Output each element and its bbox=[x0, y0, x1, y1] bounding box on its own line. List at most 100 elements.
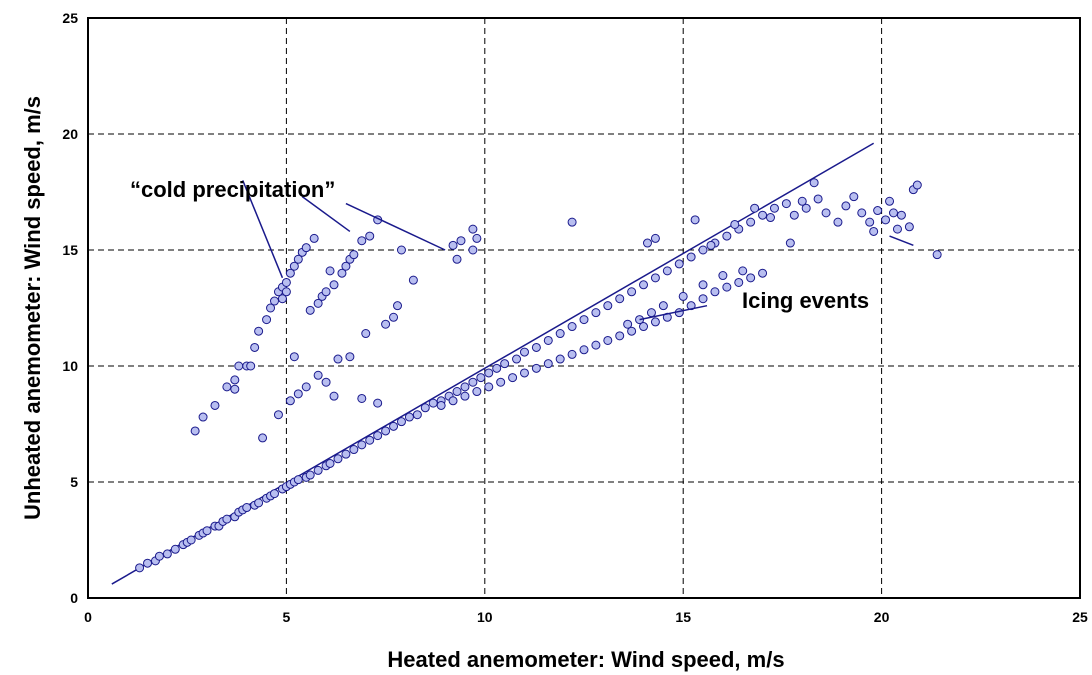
scatter-point bbox=[325, 266, 335, 276]
scatter-point bbox=[484, 368, 494, 378]
scatter-point bbox=[857, 208, 867, 218]
scatter-point bbox=[289, 261, 299, 271]
scatter-point bbox=[567, 322, 577, 332]
scatter-point bbox=[662, 266, 672, 276]
scatter-point bbox=[496, 377, 506, 387]
scatter-point bbox=[190, 426, 200, 436]
scatter-point bbox=[468, 224, 478, 234]
scatter-point bbox=[750, 203, 760, 213]
scatter-point bbox=[615, 331, 625, 341]
scatter-point bbox=[289, 352, 299, 362]
y-axis-title: Unheated anemometer: Wind speed, m/s bbox=[20, 96, 45, 520]
scatter-point bbox=[650, 317, 660, 327]
scatter-point bbox=[639, 280, 649, 290]
scatter-point bbox=[277, 294, 287, 304]
scatter-point bbox=[428, 398, 438, 408]
scatter-point bbox=[468, 377, 478, 387]
scatter-point bbox=[266, 303, 276, 313]
scatter-point bbox=[722, 282, 732, 292]
scatter-point bbox=[603, 301, 613, 311]
scatter-point bbox=[408, 275, 418, 285]
scatter-point bbox=[250, 342, 260, 352]
scatter-point bbox=[472, 387, 482, 397]
scatter-point bbox=[543, 359, 553, 369]
scatter-point bbox=[321, 377, 331, 387]
annotation-leader-line bbox=[889, 235, 914, 247]
scatter-point bbox=[746, 217, 756, 227]
scatter-point bbox=[202, 526, 212, 536]
scatter-point bbox=[543, 335, 553, 345]
scatter-point bbox=[686, 252, 696, 262]
scatter-point bbox=[912, 180, 922, 190]
scatter-point bbox=[555, 354, 565, 364]
scatter-point bbox=[650, 273, 660, 283]
scatter-point bbox=[313, 465, 323, 475]
scatter-point bbox=[627, 326, 637, 336]
scatter-point bbox=[789, 210, 799, 220]
scatter-point bbox=[896, 210, 906, 220]
annotation-icing-events: Icing events bbox=[742, 288, 869, 313]
scatter-point bbox=[869, 226, 879, 236]
scatter-point bbox=[373, 398, 383, 408]
scatter-point bbox=[797, 196, 807, 206]
scatter-point bbox=[349, 250, 359, 260]
x-tick-label: 15 bbox=[675, 609, 691, 625]
scatter-point bbox=[341, 449, 351, 459]
scatter-point bbox=[809, 178, 819, 188]
scatter-point bbox=[186, 535, 196, 545]
scatter-point bbox=[373, 431, 383, 441]
scatter-point bbox=[821, 208, 831, 218]
scatter-point bbox=[710, 287, 720, 297]
scatter-point bbox=[305, 305, 315, 315]
scatter-point bbox=[420, 403, 430, 413]
scatter-point bbox=[269, 489, 279, 499]
scatter-point bbox=[393, 301, 403, 311]
scatter-point bbox=[765, 213, 775, 223]
scatter-point bbox=[389, 421, 399, 431]
scatter-point bbox=[281, 287, 291, 297]
scatter-point bbox=[162, 549, 172, 559]
scatter-point bbox=[230, 375, 240, 385]
scatter-point bbox=[785, 238, 795, 248]
scatter-point bbox=[262, 315, 272, 325]
scatter-point bbox=[305, 470, 315, 480]
annotation-leaders bbox=[242, 180, 914, 321]
scatter-point bbox=[738, 266, 748, 276]
scatter-point bbox=[591, 308, 601, 318]
scatter-point bbox=[746, 273, 756, 283]
y-tick-label: 15 bbox=[62, 242, 78, 258]
annotation-leader-line bbox=[345, 202, 446, 251]
annotation-leader-line bbox=[242, 180, 284, 279]
scatter-point bbox=[337, 268, 347, 278]
x-tick-label: 5 bbox=[283, 609, 291, 625]
scatter-point bbox=[865, 217, 875, 227]
scatter-point bbox=[329, 280, 339, 290]
scatter-point bbox=[301, 243, 311, 253]
scatter-point bbox=[143, 558, 153, 568]
scatter-point bbox=[758, 210, 768, 220]
scatter-point bbox=[309, 233, 319, 243]
scatter-point bbox=[357, 440, 367, 450]
scatter-point bbox=[210, 400, 220, 410]
scatter-point bbox=[329, 391, 339, 401]
scatter-point bbox=[623, 319, 633, 329]
scatter-point bbox=[833, 217, 843, 227]
scatter-point bbox=[781, 199, 791, 209]
scatter-point bbox=[841, 201, 851, 211]
scatter-point bbox=[460, 391, 470, 401]
scatter-point bbox=[658, 301, 668, 311]
scatter-point bbox=[769, 203, 779, 213]
scatter-point bbox=[531, 363, 541, 373]
scatter-point bbox=[567, 217, 577, 227]
x-tick-label: 25 bbox=[1072, 609, 1088, 625]
scatter-point bbox=[273, 410, 283, 420]
scatter-point bbox=[242, 503, 252, 513]
scatter-point bbox=[436, 400, 446, 410]
scatter-point bbox=[642, 238, 652, 248]
scatter-point bbox=[412, 410, 422, 420]
scatter-point bbox=[690, 215, 700, 225]
scatter-point bbox=[365, 231, 375, 241]
scatter-point bbox=[555, 329, 565, 339]
scatter-point bbox=[198, 412, 208, 422]
